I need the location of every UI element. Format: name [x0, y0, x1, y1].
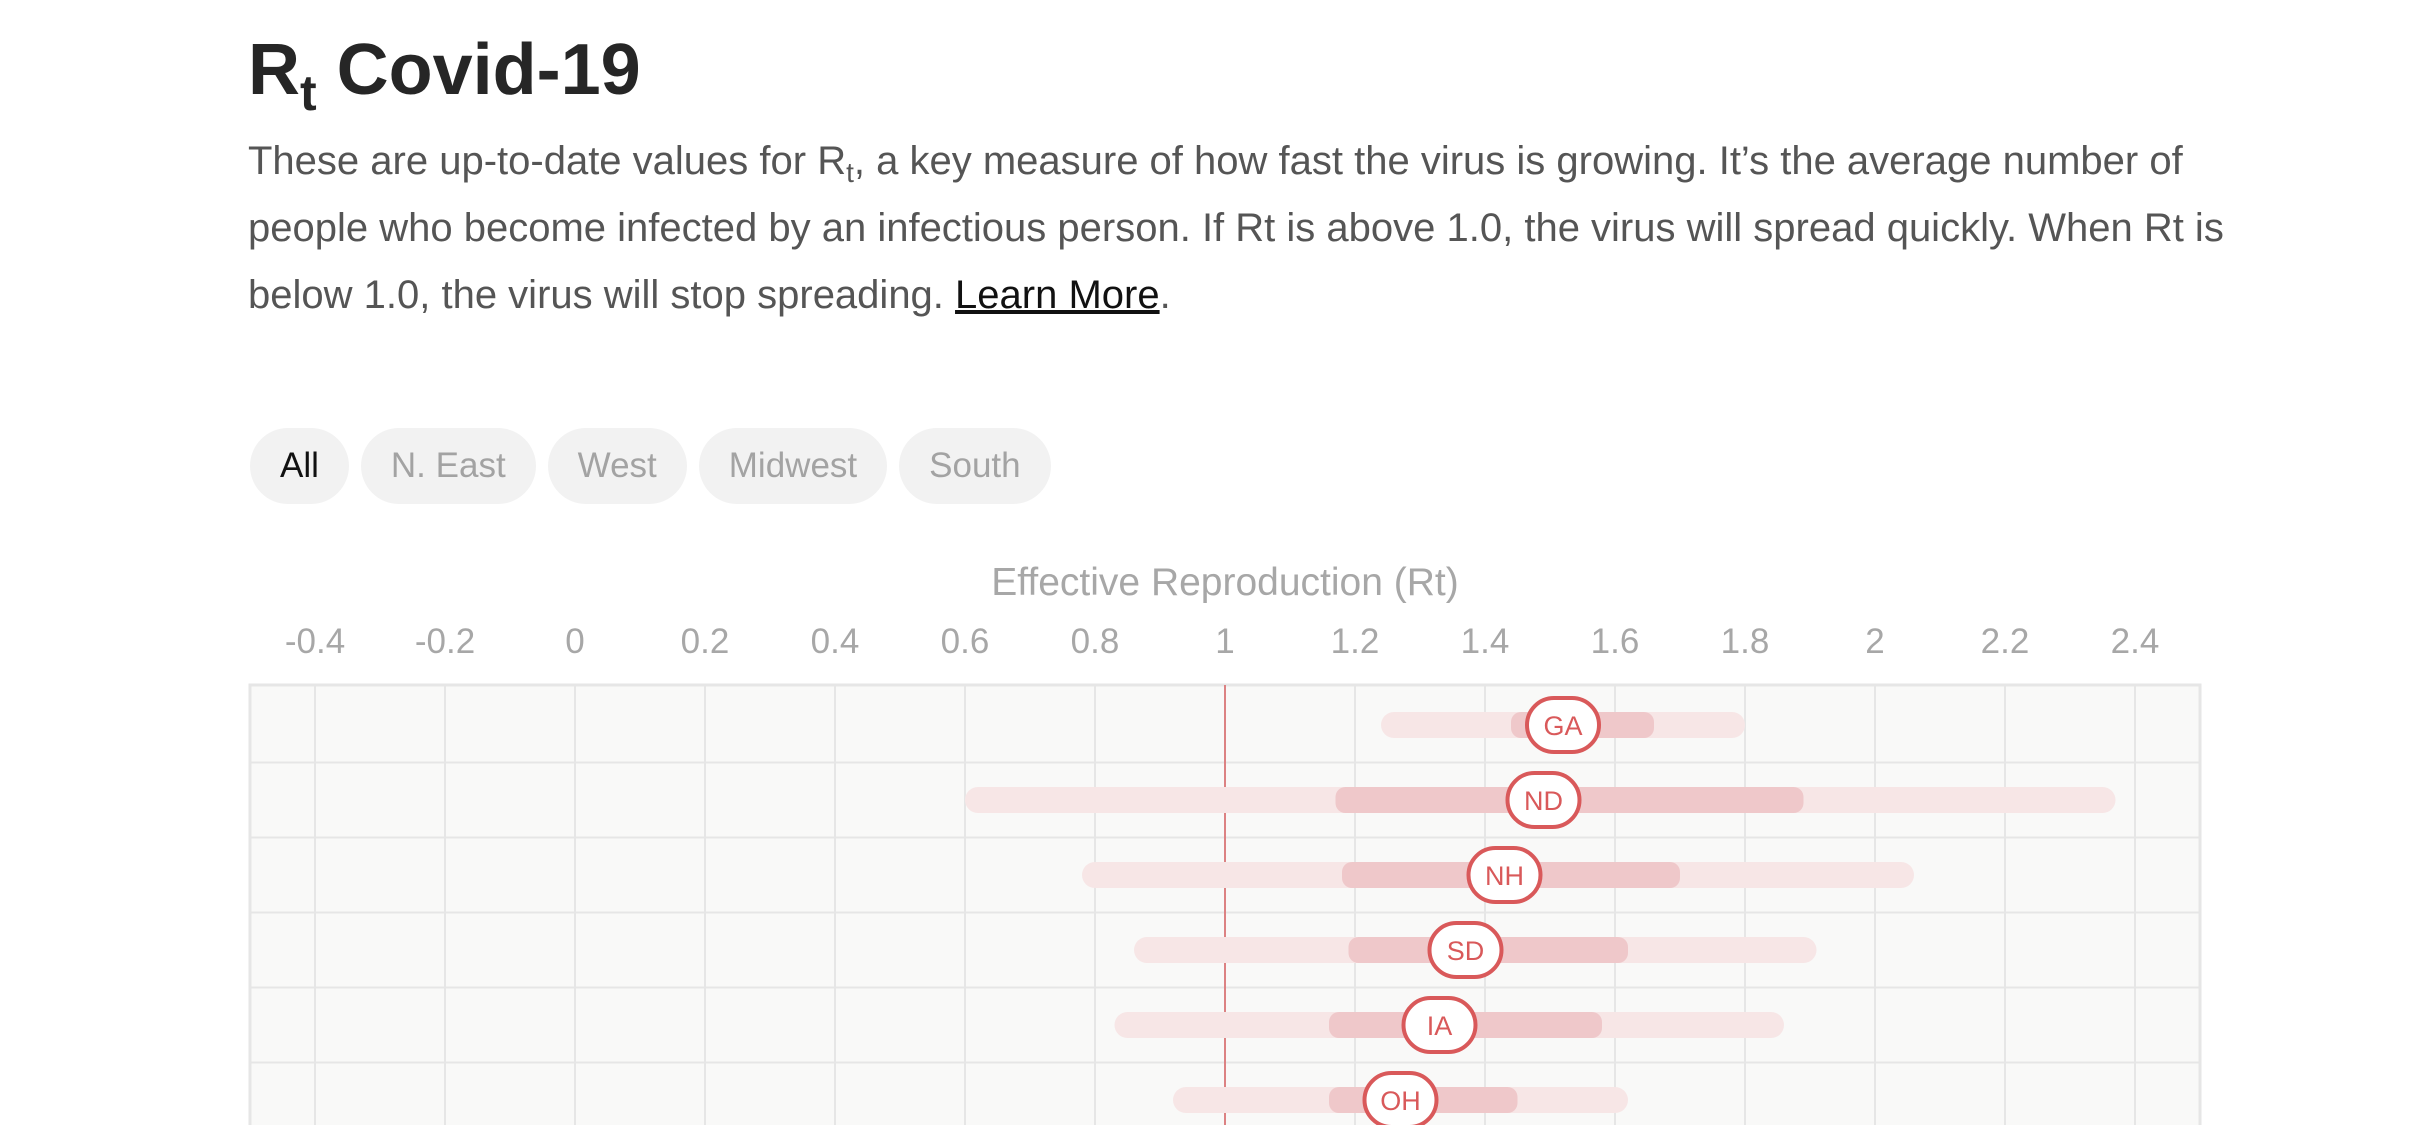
- state-rows: GA ND NH SD IA OH: [965, 696, 2116, 1125]
- x-tick-label: 2: [1865, 622, 1884, 661]
- state-row-ga[interactable]: GA: [1381, 696, 1745, 754]
- value-marker[interactable]: [1505, 771, 1582, 829]
- x-axis-ticks: -0.4 -0.2 0 0.2 0.4 0.6 0.8 1 1.2 1.4 1.6 1.8 2 2.2 2.…: [285, 622, 2159, 661]
- value-marker[interactable]: [1466, 846, 1543, 904]
- state-label: SD: [1447, 936, 1485, 966]
- x-tick-label: 2.4: [2111, 622, 2160, 661]
- state-row-nd[interactable]: ND: [965, 771, 2116, 829]
- x-tick-label: 1.6: [1591, 622, 1640, 661]
- filter-all[interactable]: All: [250, 428, 349, 504]
- region-filter-bar: All N. East West Midwest South: [250, 428, 1051, 504]
- state-label: NH: [1485, 861, 1524, 891]
- state-row-ia[interactable]: IA: [1114, 996, 1785, 1054]
- x-tick-label: 0.8: [1071, 622, 1120, 661]
- state-row-oh[interactable]: OH: [1173, 1071, 1628, 1125]
- filter-south[interactable]: South: [899, 428, 1051, 504]
- value-marker[interactable]: [1525, 696, 1601, 754]
- filter-midwest[interactable]: Midwest: [698, 428, 888, 504]
- rt-chart: Effective Reproduction (Rt) -0.4 -0.2 0 0.2…: [248, 561, 2202, 1125]
- state-label: GA: [1543, 711, 1582, 741]
- intro-subscript: t: [846, 157, 854, 188]
- value-marker[interactable]: [1362, 1071, 1439, 1125]
- filter-n-east[interactable]: N. East: [360, 428, 536, 504]
- x-tick-label: 0: [565, 622, 584, 661]
- title-subscript: t: [300, 65, 317, 121]
- page-title: Rt Covid-19: [248, 28, 641, 118]
- x-tick-label: 1: [1215, 622, 1234, 661]
- value-marker[interactable]: [1401, 996, 1478, 1054]
- x-tick-label: 2.2: [1981, 622, 2030, 661]
- title-r: R: [248, 30, 300, 110]
- state-row-sd[interactable]: SD: [1134, 921, 1817, 979]
- state-row-nh[interactable]: NH: [1082, 846, 1914, 904]
- filter-west[interactable]: West: [547, 428, 687, 504]
- x-tick-label: 1.8: [1721, 622, 1770, 661]
- state-label: IA: [1427, 1011, 1453, 1041]
- x-tick-label: 1.2: [1331, 622, 1380, 661]
- x-tick-label: -0.4: [285, 622, 345, 661]
- learn-more-link[interactable]: Learn More: [955, 273, 1160, 317]
- x-tick-label: 0.4: [811, 622, 860, 661]
- title-rest: Covid-19: [316, 30, 641, 110]
- x-tick-label: 0.2: [681, 622, 730, 661]
- state-label: ND: [1524, 786, 1563, 816]
- intro-text-1: These are up-to-date values for R: [248, 139, 847, 183]
- intro-text-2: , a key measure of how fast the virus is…: [248, 139, 2224, 317]
- x-tick-label: 1.4: [1461, 622, 1510, 661]
- intro-paragraph: These are up-to-date values for Rt, a ke…: [248, 128, 2248, 329]
- intro-end: .: [1159, 273, 1171, 317]
- x-tick-label: -0.2: [415, 622, 475, 661]
- value-marker[interactable]: [1427, 921, 1504, 979]
- state-label: OH: [1380, 1086, 1421, 1116]
- chart-axis-title: Effective Reproduction (Rt): [991, 561, 1459, 604]
- x-tick-label: 0.6: [941, 622, 990, 661]
